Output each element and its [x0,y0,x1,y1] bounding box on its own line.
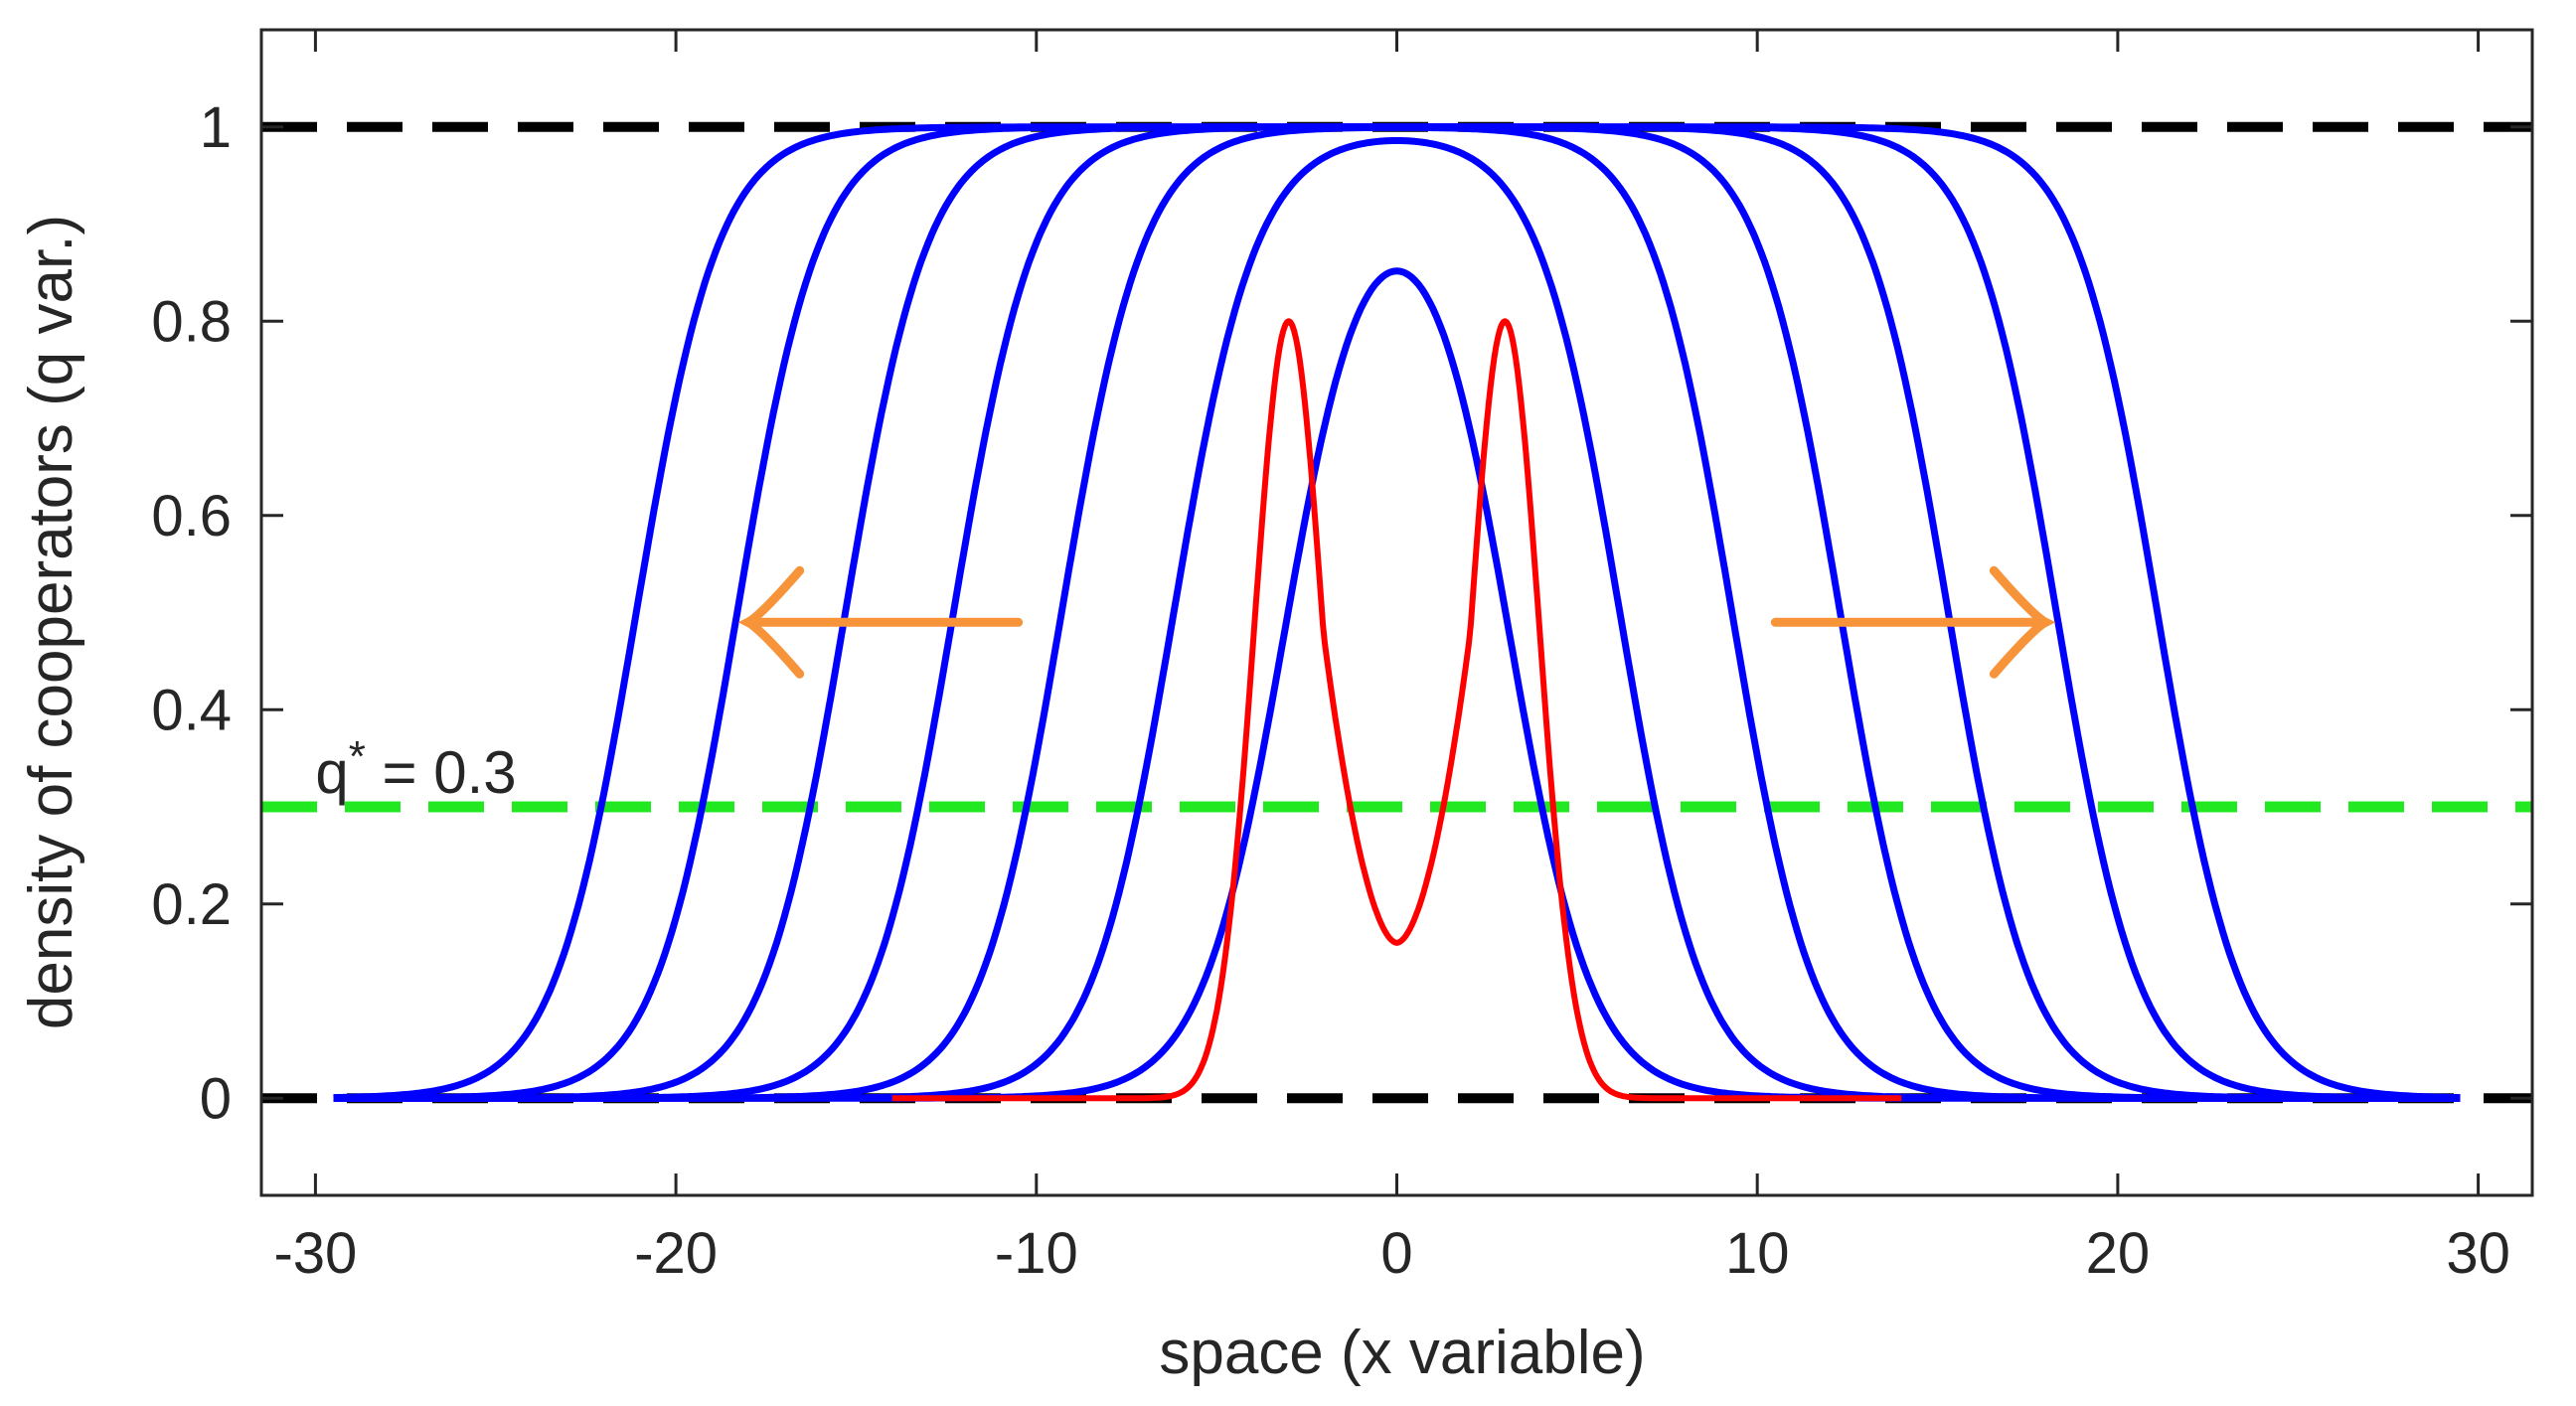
blue-profile-2 [333,137,2461,1102]
y-tick-label: 1 [200,95,232,160]
expansion-arrow-right [1770,565,2056,679]
plot-frame [259,28,2534,1197]
x-tick-label: -30 [273,1221,357,1286]
x-tick-label: 30 [2446,1221,2510,1286]
x-axis-label: space (x variable) [1159,1319,1645,1387]
blue-profile-1 [333,267,2461,1102]
arrow-head [737,565,805,679]
y-tick-label: 0.2 [151,872,232,937]
x-tick-label: 10 [1725,1221,1790,1286]
arrow-head [1989,565,2056,679]
x-tick-label: -20 [634,1221,718,1286]
expansion-arrow-left [737,565,1024,679]
x-tick-label: 0 [1380,1221,1412,1286]
y-tick-label: 0.4 [151,678,232,742]
y-tick-label: 0.8 [151,289,232,354]
y-tick-label: 0.6 [151,484,232,548]
x-tick-label: 20 [2086,1221,2151,1286]
q-star-label: q* = 0.3 [315,732,516,806]
x-tick-label: -10 [995,1221,1078,1286]
red-initial-profile [890,318,1903,1102]
plot-area: q* = 0.3 [261,121,2532,1104]
y-tick-label: 0 [200,1066,232,1131]
y-axis-label: density of cooperators (q var.) [17,215,85,1029]
blue-profile-7 [333,123,2461,1102]
axes: -30 -20 -10 0 10 20 30 0 0.2 0.4 0.6 0.8 1 [151,28,2534,1286]
